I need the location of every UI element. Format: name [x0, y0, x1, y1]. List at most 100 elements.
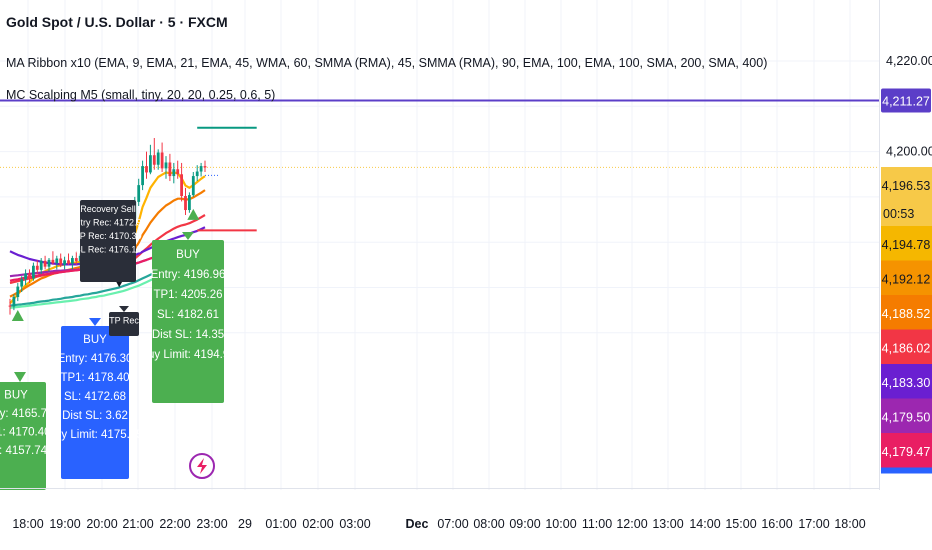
candle-body[interactable]: [195, 171, 199, 177]
time-axis-tick: 17:00: [798, 517, 829, 531]
time-axis-tick: 03:00: [339, 517, 370, 531]
time-axis-tick: 14:00: [689, 517, 720, 531]
price-badge-label: 4,183.30: [882, 376, 931, 390]
candle-body[interactable]: [168, 162, 172, 177]
indicator-mc-scalping-label[interactable]: MC Scalping M5 (small, tiny, 20, 20, 0.2…: [6, 88, 276, 102]
candle-body[interactable]: [188, 195, 191, 211]
price-badge-label: 4,188.52: [882, 307, 931, 321]
annotation-box: [80, 200, 136, 282]
time-axis-tick: 13:00: [652, 517, 683, 531]
price-badge-label: 4,192.12: [882, 273, 931, 287]
time-axis-tick: 29: [238, 517, 252, 531]
annotation-text: TP1: 4178.40: [60, 372, 129, 384]
time-axis-tick: 22:00: [159, 517, 190, 531]
buy-signal-label[interactable]: BUY Entry: 4196.96 TP1: 4205.26 SL: 4182.61…: [140, 232, 236, 403]
annotation-text: SL: 4172.68: [64, 391, 126, 403]
candle-body[interactable]: [16, 286, 20, 298]
annotation-text: Dist SL: 14.35: [152, 329, 224, 341]
annotation-pointer: [89, 318, 101, 326]
candle-body[interactable]: [67, 260, 70, 264]
price-axis-divider: [879, 0, 880, 490]
price-badge-label: 4,196.53: [882, 179, 931, 193]
price-badge[interactable]: [881, 260, 932, 296]
price-badge[interactable]: [881, 226, 932, 261]
price-badge[interactable]: [881, 398, 932, 434]
time-axis-tick: 15:00: [725, 517, 756, 531]
recovery-label[interactable]: TP Rec: [109, 306, 139, 336]
lightning-bolt-icon[interactable]: [189, 453, 215, 479]
candle-body[interactable]: [35, 265, 39, 270]
candle-body[interactable]: [145, 166, 148, 173]
price-badge[interactable]: [881, 295, 932, 330]
annotation-text: TP Rec: [109, 316, 139, 326]
candle-body[interactable]: [43, 260, 47, 267]
time-axis-tick: 12:00: [616, 517, 647, 531]
grid: [0, 0, 880, 490]
candle-body[interactable]: [12, 297, 16, 307]
price-badge-label: 4,179.47: [882, 445, 931, 459]
candle-body[interactable]: [47, 259, 51, 267]
candle-body[interactable]: [59, 258, 63, 265]
time-axis-tick: 11:00: [582, 517, 612, 531]
candle-body[interactable]: [24, 273, 27, 280]
annotation-text: Entry: 4196.96: [151, 269, 226, 281]
price-badge[interactable]: [881, 329, 932, 365]
buy-signal-arrow[interactable]: [187, 208, 200, 220]
candle-body[interactable]: [160, 152, 164, 169]
candle-body[interactable]: [32, 265, 35, 279]
candle-body[interactable]: [199, 166, 203, 172]
time-axis-tick: Dec: [406, 517, 429, 531]
buy-signal-label[interactable]: BUY Entry: 4165.76 TP1: 4170.40 SL: 4157.74: [0, 372, 53, 490]
level-price-badge[interactable]: [881, 88, 931, 113]
time-axis-tick: 21:00: [122, 517, 153, 531]
time-axis-tick: 16:00: [761, 517, 792, 531]
time-axis-tick: 18:00: [834, 517, 865, 531]
chart-title[interactable]: Gold Spot / U.S. Dollar · 5 · FXCM: [6, 14, 228, 30]
candle-body[interactable]: [74, 258, 78, 262]
buy-signal-arrow[interactable]: [11, 309, 24, 321]
annotation-box: [109, 312, 139, 336]
price-badge[interactable]: [881, 433, 932, 468]
bolt-icon-glyph: [197, 458, 207, 474]
candle-body[interactable]: [191, 176, 195, 196]
buy-signal-label[interactable]: BUY Entry: 4176.30 TP1: 4178.40 SL: 4172.68…: [47, 318, 143, 479]
time-axis-tick: 09:00: [509, 517, 540, 531]
candle-body[interactable]: [63, 260, 66, 265]
price-badge-cutoff: [881, 467, 932, 474]
candle-body[interactable]: [20, 279, 24, 287]
candle-body[interactable]: [71, 258, 74, 264]
candle-body[interactable]: [156, 152, 160, 165]
candle-body[interactable]: [176, 169, 180, 175]
candle-body[interactable]: [180, 174, 183, 196]
candle-body[interactable]: [8, 305, 12, 307]
indicator-ma-ribbon-label[interactable]: MA Ribbon x10 (EMA, 9, EMA, 21, EMA, 45,…: [6, 56, 768, 70]
candle-body[interactable]: [152, 155, 156, 165]
annotation-text: Entry Rec: 4172.92: [69, 218, 146, 228]
price-badge[interactable]: [881, 364, 932, 399]
annotation-box: [152, 240, 224, 403]
candle-body[interactable]: [203, 166, 207, 168]
annotation-text: SL Rec: 4176.18: [75, 245, 142, 255]
candle-body[interactable]: [55, 258, 59, 264]
candle-body[interactable]: [28, 273, 31, 279]
time-axis-tick: 08:00: [473, 517, 504, 531]
price-badge[interactable]: [881, 167, 932, 226]
annotation-text: TP1: 4205.26: [153, 289, 222, 301]
candle-body[interactable]: [149, 155, 152, 173]
candle-body[interactable]: [172, 169, 176, 177]
annotation-text: Buy Limit: 4194.94: [140, 349, 236, 361]
time-axis-tick: 02:00: [302, 517, 333, 531]
time-axis-tick: 19:00: [49, 517, 80, 531]
candle-body[interactable]: [141, 166, 144, 186]
candle-body[interactable]: [164, 162, 168, 169]
candle-body[interactable]: [39, 260, 43, 270]
level-price-label: 4,211.27: [882, 95, 930, 109]
recovery-label[interactable]: Recovery Sell Entry Rec: 4172.92 TP Rec: 4…: [69, 200, 147, 282]
candle-body[interactable]: [184, 195, 187, 211]
annotation-text: SL: 4157.74: [0, 445, 48, 457]
annotation-text: BUY: [176, 249, 200, 261]
price-axis-tick: 4,200.00: [886, 145, 932, 159]
candle-body[interactable]: [137, 185, 141, 202]
candle-body[interactable]: [51, 259, 55, 264]
